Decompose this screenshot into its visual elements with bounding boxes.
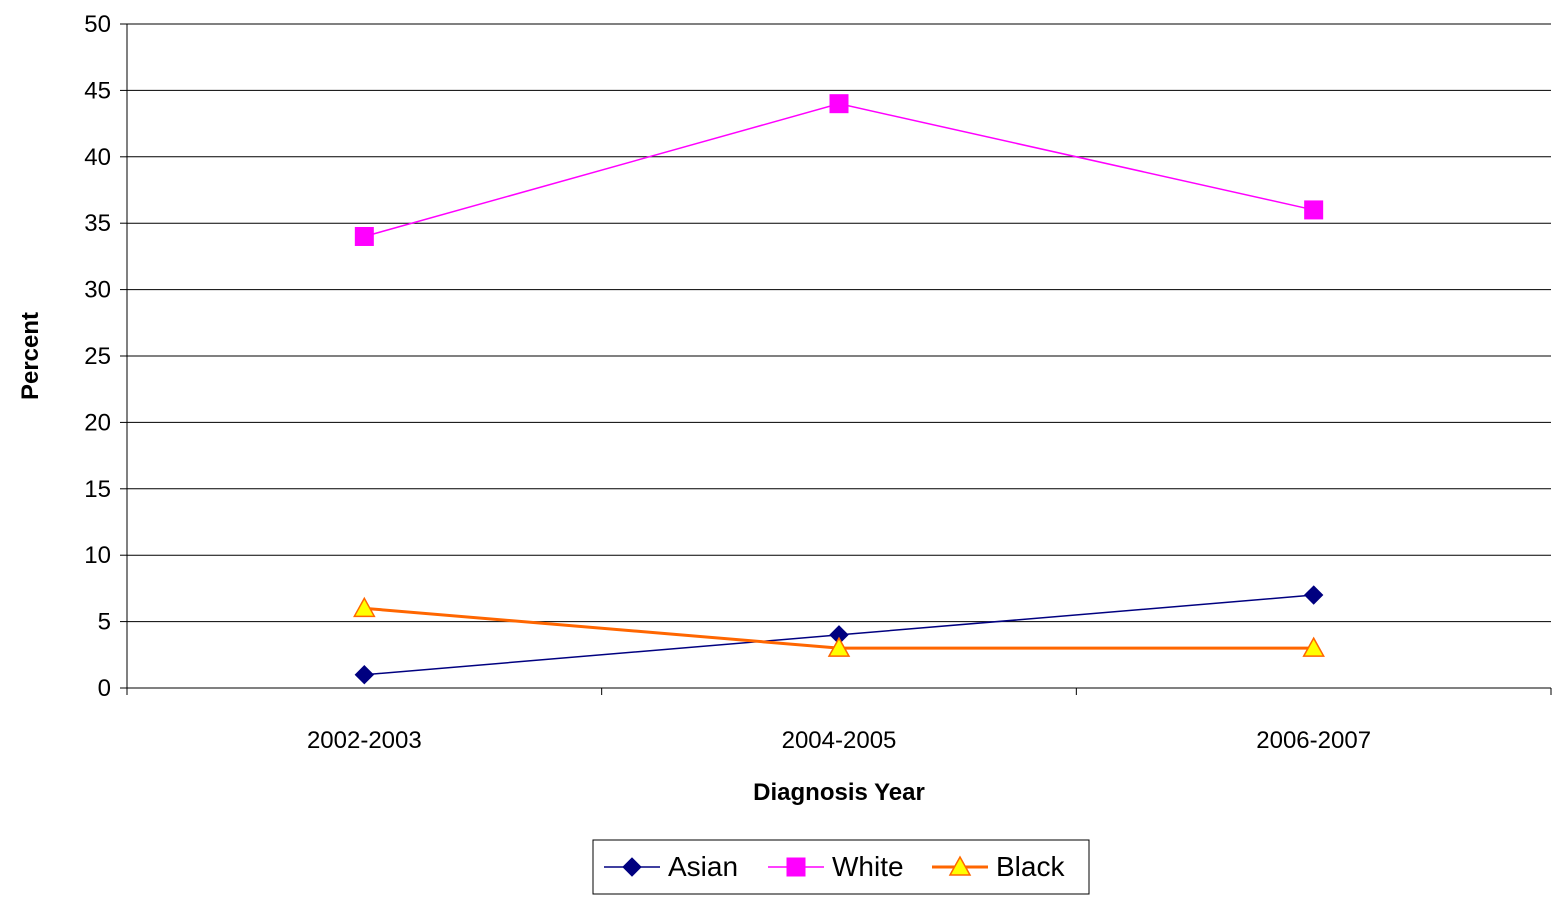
y-tick-label: 15 (84, 476, 111, 503)
data-point-white (1304, 200, 1324, 220)
y-tick-label: 10 (84, 542, 111, 569)
axes-layer (126, 24, 1551, 689)
y-tick-label: 40 (84, 144, 111, 171)
data-point-asian (354, 665, 375, 685)
series-white (354, 94, 1324, 246)
data-point-black (1302, 636, 1325, 657)
grid-layer (120, 23, 1552, 695)
legend-label-asian: Asian (668, 851, 738, 882)
data-point-white (829, 94, 849, 114)
series-black (353, 596, 1325, 657)
data-point-black (353, 596, 376, 618)
y-tick-label: 30 (84, 277, 111, 304)
x-tick-labels: 2002-2003 2004-2005 2006-2007 (307, 727, 1371, 754)
legend-item-black: Black (932, 851, 1065, 882)
legend: Asian White Black (592, 839, 1090, 895)
x-axis-label: Diagnosis Year (753, 779, 925, 806)
y-tick-label: 0 (98, 675, 111, 702)
legend-marker-black (948, 855, 972, 876)
legend-label-white: White (832, 851, 904, 882)
y-tick-labels: 0 5 10 15 20 25 30 35 40 45 50 (84, 11, 111, 702)
legend-item-asian: Asian (604, 851, 738, 882)
y-tick-label: 20 (84, 409, 111, 436)
y-tick-label: 5 (98, 609, 111, 636)
y-tick-label: 45 (84, 77, 111, 104)
legend-label-black: Black (996, 851, 1065, 882)
legend-marker-asian (622, 857, 642, 877)
series-layer (353, 94, 1325, 685)
legend-item-white: White (768, 851, 904, 882)
series-line-white (364, 102, 1314, 238)
data-point-white (354, 226, 374, 246)
series-asian (354, 585, 1324, 685)
y-tick-label: 25 (84, 343, 111, 370)
x-tick-label: 2004-2005 (782, 727, 897, 754)
data-point-black (827, 636, 851, 657)
y-axis-label: Percent (17, 312, 44, 400)
x-tick-label: 2006-2007 (1256, 727, 1371, 754)
x-tick-label: 2002-2003 (307, 727, 422, 754)
legend-marker-white (786, 857, 806, 877)
y-tick-label: 35 (84, 210, 111, 237)
y-tick-label: 50 (84, 11, 111, 38)
legend-box (592, 839, 1090, 895)
data-point-asian (1303, 585, 1324, 605)
